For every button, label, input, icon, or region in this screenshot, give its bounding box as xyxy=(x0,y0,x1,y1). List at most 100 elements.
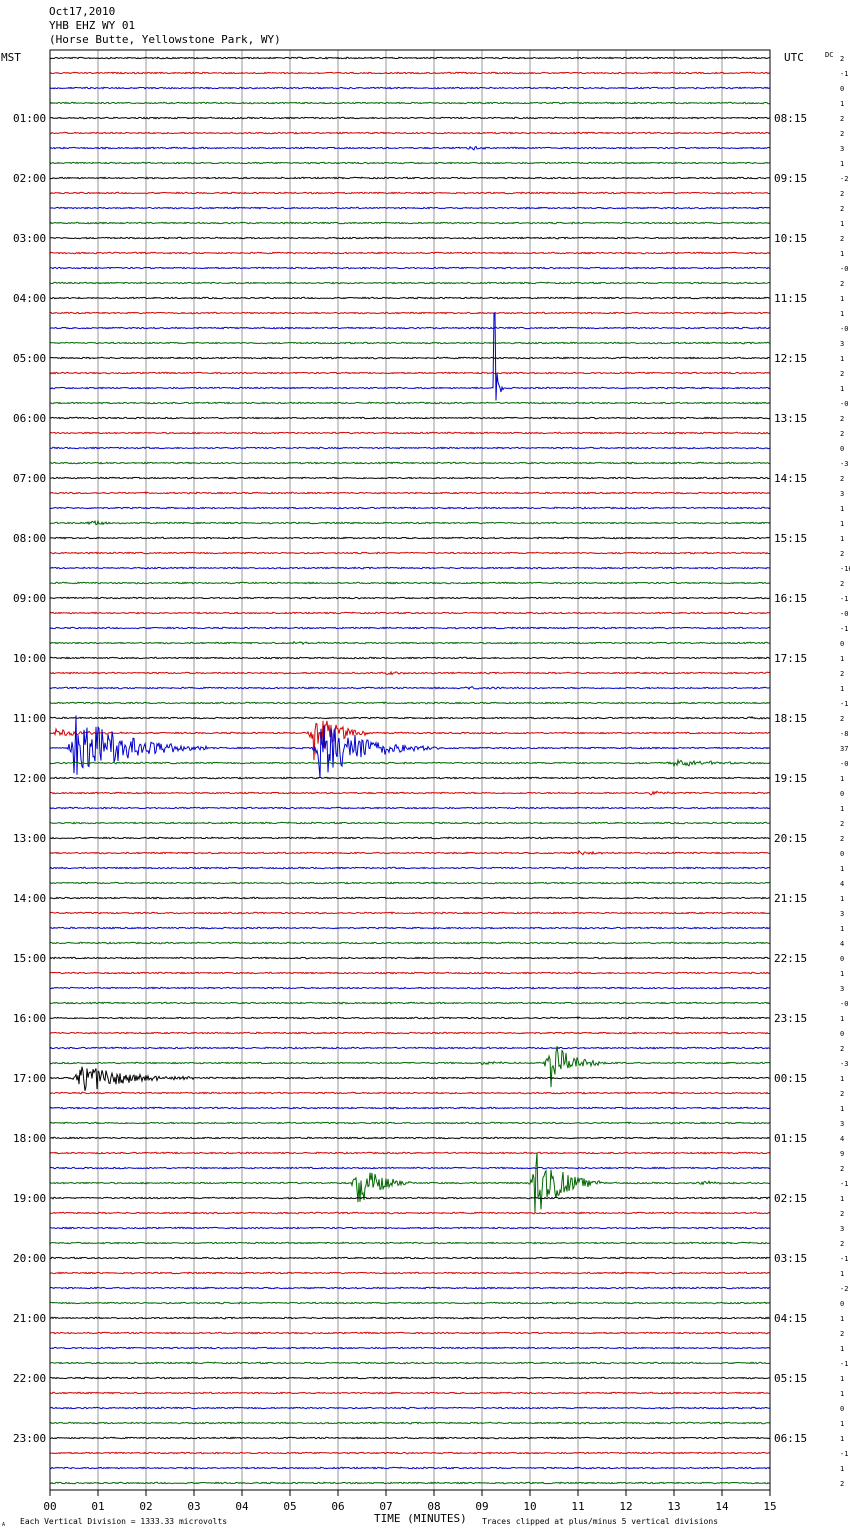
trace-row-30 xyxy=(49,506,771,510)
trace-row-5 xyxy=(49,131,771,135)
dc-offset-18: -0 xyxy=(840,325,848,333)
dc-offset-66: 2 xyxy=(840,1045,844,1053)
trace-row-88 xyxy=(49,1376,771,1380)
dc-offset-95: 2 xyxy=(840,1480,844,1488)
mst-label-06:00: 06:00 xyxy=(13,412,46,425)
dc-offset-11: 1 xyxy=(840,220,844,228)
dc-offset-53: 0 xyxy=(840,850,844,858)
dc-offset-77: 2 xyxy=(840,1210,844,1218)
trace-row-17 xyxy=(49,311,771,315)
utc-label-04:15: 04:15 xyxy=(774,1312,807,1325)
dc-offset-80: -1 xyxy=(840,1255,848,1263)
dc-offset-13: 1 xyxy=(840,250,844,258)
trace-row-32 xyxy=(49,536,770,540)
dc-offset-60: 0 xyxy=(840,955,844,963)
trace-row-9 xyxy=(49,191,771,195)
trace-row-36 xyxy=(49,596,771,600)
trace-row-22 xyxy=(49,312,771,401)
utc-label-22:15: 22:15 xyxy=(774,952,807,965)
trace-row-57 xyxy=(49,911,771,915)
trace-row-40 xyxy=(49,656,771,660)
dc-offset-62: 3 xyxy=(840,985,844,993)
trace-row-86 xyxy=(49,1346,771,1350)
dc-offset-0: 2 xyxy=(840,55,844,63)
dc-offset-63: -0 xyxy=(840,1000,848,1008)
dc-offset-75: -1 xyxy=(840,1180,848,1188)
dc-offset-52: 2 xyxy=(840,835,844,843)
dc-offset-37: -0 xyxy=(840,610,848,618)
trace-row-65 xyxy=(49,1031,771,1035)
trace-row-80 xyxy=(49,1256,771,1260)
trace-row-4 xyxy=(49,116,771,120)
dc-offset-91: 1 xyxy=(840,1420,844,1428)
dc-offset-64: 1 xyxy=(840,1015,844,1023)
dc-offset-47: -0 xyxy=(840,760,848,768)
x-tick-label-09: 09 xyxy=(475,1500,488,1513)
dc-offset-50: 1 xyxy=(840,805,844,813)
trace-row-18 xyxy=(49,326,771,330)
utc-label-13:15: 13:15 xyxy=(774,412,807,425)
dc-offset-31: 1 xyxy=(840,520,844,528)
dc-offset-67: -3 xyxy=(840,1060,848,1068)
trace-row-6 xyxy=(49,145,771,151)
dc-offset-16: 1 xyxy=(840,295,844,303)
dc-offset-61: 1 xyxy=(840,970,844,978)
mst-label-12:00: 12:00 xyxy=(13,772,46,785)
trace-row-89 xyxy=(49,1391,771,1395)
trace-row-55 xyxy=(49,881,771,885)
dc-offset-30: 1 xyxy=(840,505,844,513)
trace-row-13 xyxy=(49,251,771,255)
trace-row-74 xyxy=(49,1166,771,1170)
trace-row-31 xyxy=(49,519,771,526)
dc-offset-33: 2 xyxy=(840,550,844,558)
x-tick-label-11: 11 xyxy=(571,1500,584,1513)
dc-offset-35: 2 xyxy=(840,580,844,588)
utc-label-00:15: 00:15 xyxy=(774,1072,807,1085)
trace-row-50 xyxy=(49,806,771,810)
trace-row-79 xyxy=(49,1241,771,1245)
x-tick-label-15: 15 xyxy=(763,1500,776,1513)
trace-row-46 xyxy=(49,715,771,778)
trace-row-85 xyxy=(49,1331,770,1335)
trace-row-92 xyxy=(49,1436,771,1440)
dc-offset-46: 37 xyxy=(840,745,848,753)
dc-offset-70: 1 xyxy=(840,1105,844,1113)
trace-row-78 xyxy=(49,1226,771,1230)
dc-offset-36: -1 xyxy=(840,595,848,603)
dc-offset-79: 2 xyxy=(840,1240,844,1248)
trace-row-75 xyxy=(49,1152,771,1213)
trace-row-29 xyxy=(49,491,771,495)
trace-row-25 xyxy=(49,431,771,435)
dc-offset-73: 9 xyxy=(840,1150,844,1158)
dc-offset-44: 2 xyxy=(840,715,844,723)
utc-label-20:15: 20:15 xyxy=(774,832,807,845)
x-tick-label-02: 02 xyxy=(139,1500,152,1513)
mst-label-17:00: 17:00 xyxy=(13,1072,46,1085)
mst-label-03:00: 03:00 xyxy=(13,232,46,245)
trace-row-35 xyxy=(49,581,771,585)
mst-label-11:00: 11:00 xyxy=(13,712,46,725)
trace-row-62 xyxy=(49,986,771,990)
trace-row-95 xyxy=(49,1481,771,1485)
trace-row-90 xyxy=(49,1406,771,1410)
x-tick-label-03: 03 xyxy=(187,1500,200,1513)
dc-offset-56: 1 xyxy=(840,895,844,903)
dc-offset-22: 1 xyxy=(840,385,844,393)
mst-label-19:00: 19:00 xyxy=(13,1192,46,1205)
mst-label-14:00: 14:00 xyxy=(13,892,46,905)
trace-row-26 xyxy=(49,446,771,450)
dc-offset-71: 3 xyxy=(840,1120,844,1128)
x-axis-title: TIME (MINUTES) xyxy=(374,1512,467,1525)
utc-label-01:15: 01:15 xyxy=(774,1132,807,1145)
trace-row-21 xyxy=(49,371,771,375)
trace-row-44 xyxy=(49,716,771,720)
trace-row-63 xyxy=(49,1001,771,1005)
utc-label-14:15: 14:15 xyxy=(774,472,807,485)
dc-offset-24: 2 xyxy=(840,415,844,423)
dc-offset-1: -1 xyxy=(840,70,848,78)
mst-axis-label: MST xyxy=(1,51,21,64)
mst-label-08:00: 08:00 xyxy=(13,532,46,545)
mst-label-15:00: 15:00 xyxy=(13,952,46,965)
dc-offset-19: 3 xyxy=(840,340,844,348)
trace-row-54 xyxy=(49,866,771,870)
